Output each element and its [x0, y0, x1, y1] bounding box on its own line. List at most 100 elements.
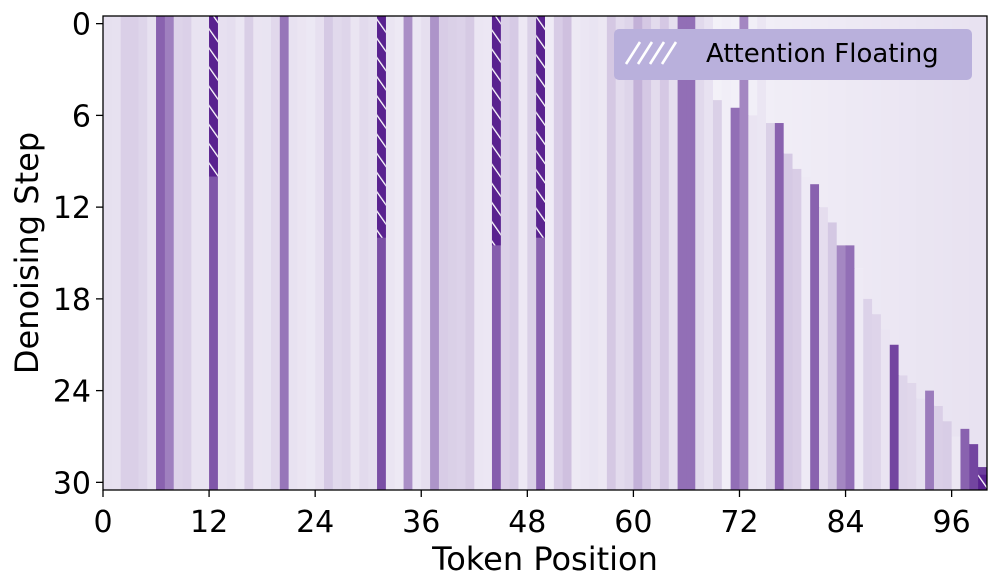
floating-region-hatch	[978, 474, 987, 490]
y-tick-label: 0	[72, 8, 91, 43]
heatmap-cell	[651, 16, 661, 490]
legend-box	[614, 29, 972, 80]
heatmap-cell-upper	[783, 16, 794, 154]
heatmap-cell	[270, 16, 281, 490]
x-axis-ticks: 0 12 24 36 48 60 72 84 96	[93, 490, 971, 540]
heatmap-cell	[430, 16, 440, 490]
heatmap-cell	[553, 16, 564, 490]
heatmap-cell	[659, 16, 670, 490]
legend-label: Attention Floating	[706, 39, 939, 69]
heatmap-cell	[209, 16, 219, 490]
heatmap-cell	[668, 16, 679, 490]
heatmap-cell	[739, 16, 749, 490]
heatmap-cell	[403, 16, 413, 490]
heatmap-cell	[580, 16, 590, 490]
heatmap-cell	[880, 329, 891, 490]
heatmap-cell	[774, 123, 785, 490]
heatmap-cell	[412, 16, 422, 490]
x-tick-label: 48	[508, 505, 546, 540]
heatmap-cell	[704, 16, 714, 490]
heatmap-cell-upper	[801, 16, 811, 177]
heatmap-cell	[960, 428, 970, 490]
heatmap-cell	[279, 16, 290, 490]
heatmap-cell	[164, 16, 175, 490]
heatmap-cell	[730, 107, 741, 490]
heatmap-cell	[120, 16, 131, 490]
heatmap-cell	[545, 16, 555, 490]
heatmap-cell	[191, 16, 201, 490]
x-tick-label: 24	[296, 505, 334, 540]
heatmap-cell	[483, 16, 493, 490]
heatmap-cell	[306, 16, 316, 490]
heatmap-cell	[624, 16, 634, 490]
heatmap-cell	[456, 16, 467, 490]
heatmap-cell	[863, 298, 873, 490]
heatmap-cell	[173, 16, 184, 490]
heatmap-cell	[836, 245, 847, 490]
heatmap-cell	[907, 382, 917, 490]
heatmap-cell-upper	[836, 16, 847, 246]
x-tick-label: 0	[93, 505, 112, 540]
heatmap-cell	[810, 184, 820, 490]
heatmap-cell	[385, 16, 396, 490]
heatmap-cell-upper	[810, 16, 820, 185]
y-axis-ticks: 0 6 12 18 24 30	[53, 8, 103, 501]
heatmap-cell	[606, 16, 617, 490]
heatmap-cell-upper	[880, 16, 891, 330]
heatmap-cell	[969, 444, 979, 490]
heatmap-cell	[951, 436, 962, 490]
heatmap-cell-upper	[925, 16, 935, 391]
heatmap-cell-upper	[907, 16, 917, 383]
heatmap-cell	[942, 421, 953, 490]
heatmap-cell	[491, 16, 502, 490]
heatmap-cell	[447, 16, 458, 490]
heatmap-cell	[933, 405, 944, 490]
heatmap-cell-upper	[942, 16, 953, 422]
heatmap-cell	[350, 16, 360, 490]
floating-region-hatch	[377, 16, 386, 238]
plot-area	[103, 16, 987, 490]
heatmap-cell	[925, 390, 935, 490]
heatmap-cell	[889, 344, 900, 490]
heatmap-cell	[315, 16, 325, 490]
floating-region-hatch	[536, 16, 545, 238]
heatmap-cell	[677, 16, 688, 490]
heatmap-cell-upper	[827, 16, 838, 223]
heatmap-cell	[465, 16, 475, 490]
y-tick-label: 6	[72, 99, 91, 134]
heatmap-cell	[695, 16, 705, 490]
x-tick-label: 60	[614, 505, 652, 540]
heatmap-cell-upper	[854, 16, 864, 269]
plot-frame	[102, 15, 988, 491]
heatmap-cell	[589, 16, 599, 490]
x-tick-label: 72	[720, 505, 758, 540]
heatmap-cell-upper	[960, 16, 970, 429]
heatmap-cell	[757, 16, 767, 490]
y-tick-label: 24	[53, 375, 91, 410]
heatmap-cell	[359, 16, 369, 490]
heatmap-cell-upper	[978, 16, 987, 468]
legend: Attention Floating	[614, 29, 972, 80]
heatmap-cell	[421, 16, 431, 490]
heatmap-cell-upper	[863, 16, 873, 299]
heatmap-cell	[686, 16, 696, 490]
heatmap-cell	[244, 16, 254, 490]
heatmap-cell	[217, 16, 228, 490]
heatmap-cell	[748, 115, 758, 490]
heatmap-cell-upper	[889, 16, 900, 345]
floating-regions	[209, 16, 987, 490]
heatmap-cell	[500, 16, 511, 490]
legend-hatch-swatch	[624, 41, 678, 65]
heatmap-cell	[324, 16, 334, 490]
heatmap-cell	[182, 16, 192, 490]
x-tick-label: 36	[402, 505, 440, 540]
heatmap-cell	[147, 16, 157, 490]
x-axis-label: Token Position	[431, 540, 658, 578]
heatmap-cell	[712, 100, 723, 490]
y-tick-label: 18	[53, 283, 91, 318]
heatmap-cell	[368, 16, 378, 490]
heatmap-cell	[642, 16, 652, 490]
x-tick-label: 12	[190, 505, 228, 540]
heatmap-cell	[332, 16, 343, 490]
